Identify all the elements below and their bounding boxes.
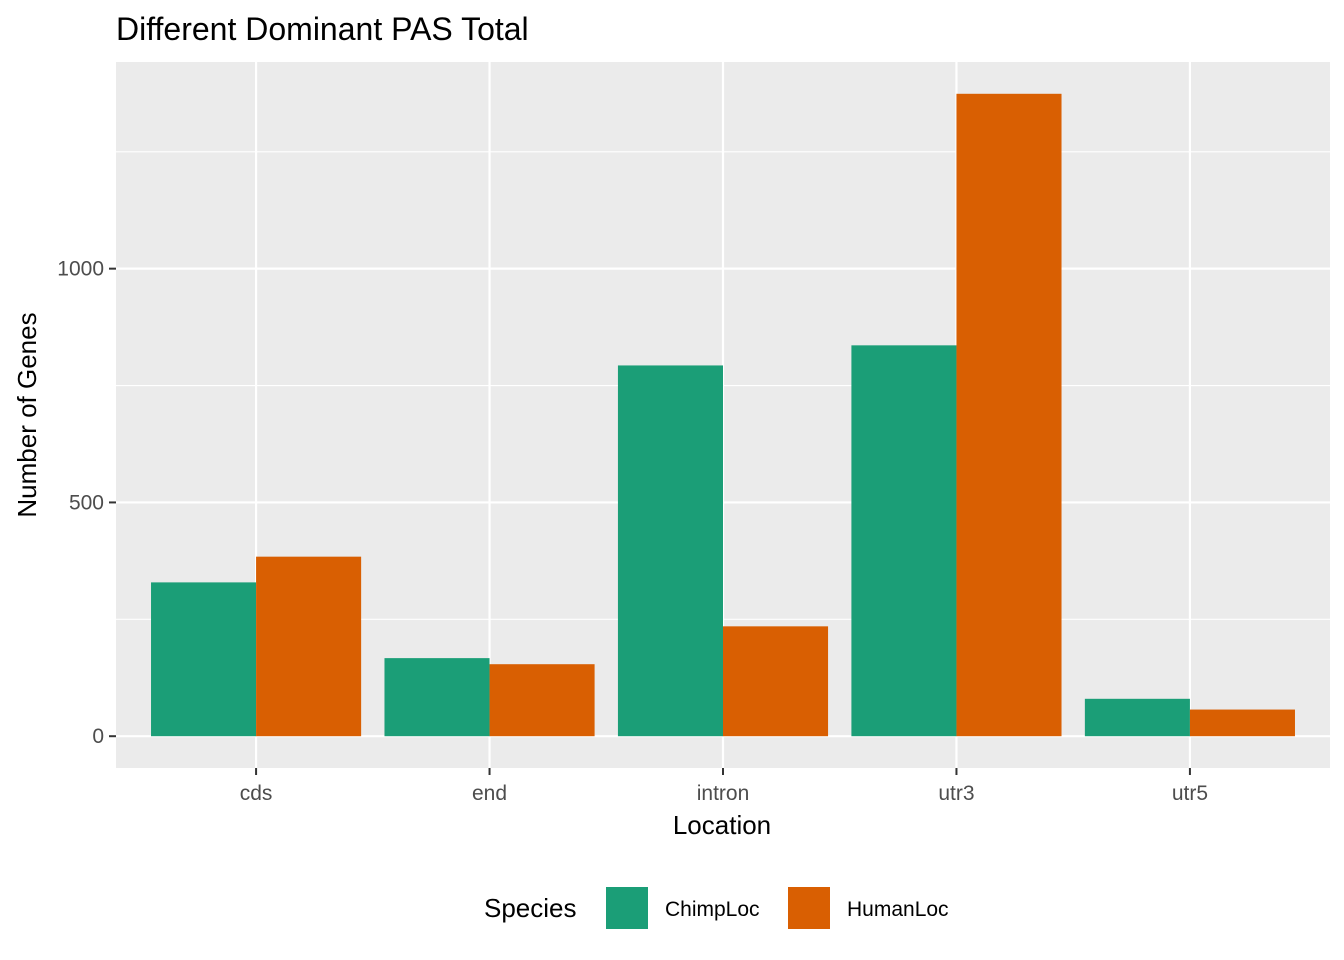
x-tick-label: utr5 [1172, 782, 1208, 805]
legend-label-ChimpLoc: ChimpLoc [665, 898, 760, 921]
bar-HumanLoc-intron [723, 626, 829, 737]
legend-title: Species [484, 893, 577, 923]
y-tick-label: 1000 [57, 258, 104, 281]
bar-HumanLoc-end [489, 664, 595, 737]
legend-key-HumanLoc [788, 887, 830, 929]
x-tick-label: intron [697, 782, 750, 805]
chart-title: Different Dominant PAS Total [116, 11, 529, 47]
bar-ChimpLoc-utr5 [1084, 698, 1190, 737]
y-tick-label: 500 [69, 491, 104, 514]
y-tick-label: 0 [92, 725, 104, 748]
x-tick-label: end [472, 782, 507, 805]
x-tick-label: cds [240, 782, 273, 805]
bar-ChimpLoc-utr3 [851, 345, 957, 737]
x-axis-title: Location [673, 810, 771, 840]
bars [151, 93, 1295, 737]
legend-key-ChimpLoc [606, 887, 648, 929]
legend: Species ChimpLoc HumanLoc [484, 887, 949, 929]
legend-label-HumanLoc: HumanLoc [847, 898, 949, 921]
bar-ChimpLoc-end [384, 658, 490, 737]
y-axis-title: Number of Genes [12, 312, 42, 517]
x-tick-label: utr3 [938, 782, 974, 805]
bar-HumanLoc-cds [256, 556, 362, 737]
x-axis: cds end intron utr3 utr5 [240, 768, 1208, 805]
bar-HumanLoc-utr3 [956, 93, 1062, 737]
bar-ChimpLoc-cds [151, 582, 257, 737]
bar-HumanLoc-utr5 [1189, 709, 1295, 737]
bar-ChimpLoc-intron [617, 365, 723, 737]
y-axis: 0 500 1000 [57, 258, 116, 748]
